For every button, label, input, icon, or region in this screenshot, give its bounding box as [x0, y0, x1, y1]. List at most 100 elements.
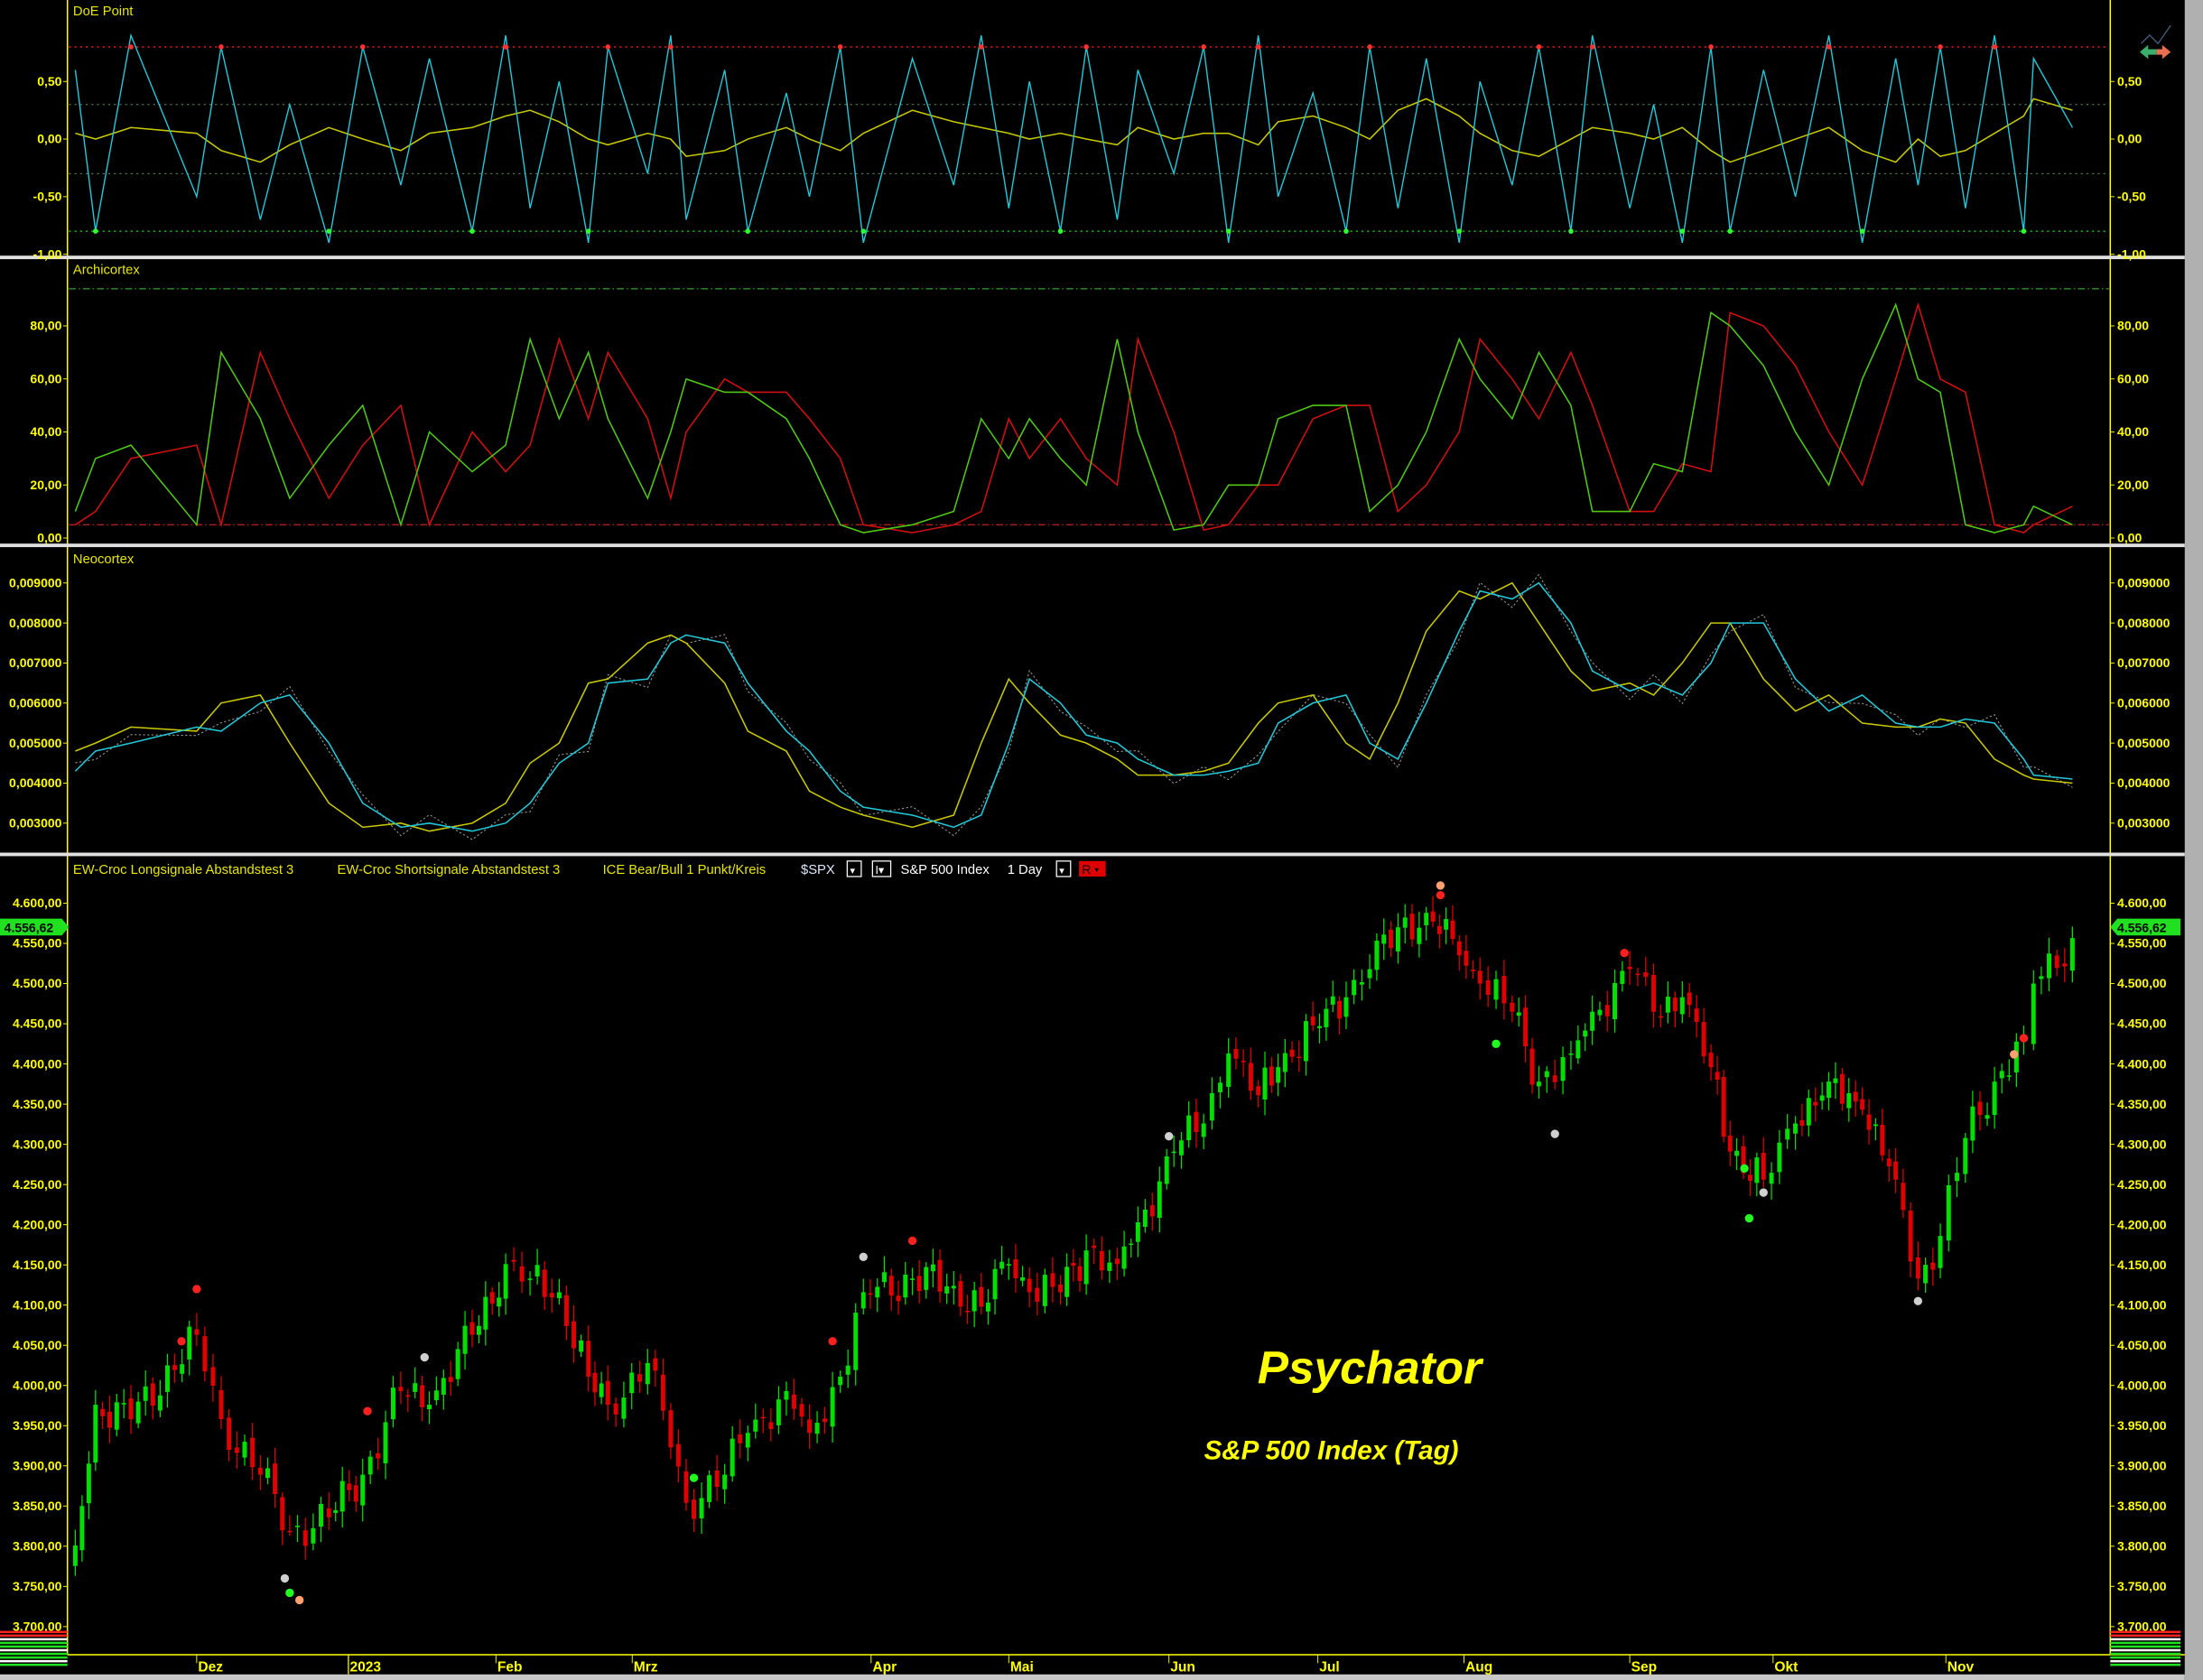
candle-up — [333, 1509, 339, 1513]
candle-down — [1269, 1066, 1274, 1086]
study-label-short[interactable]: EW-Croc Shortsignale Abstandstest 3 — [337, 863, 560, 877]
candle-up — [1262, 1067, 1268, 1100]
mini-grid-row — [2110, 1638, 2181, 1641]
candle-up — [1806, 1098, 1811, 1126]
candle-up — [903, 1274, 908, 1298]
mini-grid-row — [0, 1638, 68, 1641]
candle-down — [916, 1276, 922, 1292]
signal-dot — [503, 44, 508, 50]
candle-down — [1839, 1073, 1845, 1104]
candle-up — [930, 1264, 935, 1272]
r-button-label: R — [1082, 862, 1091, 877]
candle-down — [692, 1499, 697, 1519]
candle-down — [653, 1358, 658, 1371]
y-tick-label: -1,00 — [2117, 246, 2146, 261]
signal-dot — [668, 44, 674, 50]
candle-up — [1923, 1265, 1929, 1284]
r-button[interactable]: R ▾ — [1079, 860, 1106, 877]
signal-marker — [295, 1595, 304, 1605]
y-tick-label: 0,00 — [37, 531, 61, 545]
candle-up — [1317, 1026, 1322, 1028]
signal-marker — [420, 1352, 429, 1362]
candle-down — [218, 1389, 224, 1420]
y-tick-label: 80,00 — [2117, 319, 2149, 333]
panel-divider[interactable] — [0, 255, 2185, 260]
signal-dot — [978, 44, 984, 50]
candle-down — [1813, 1101, 1818, 1106]
candle-up — [1201, 1123, 1206, 1137]
price-tick-label: 4.600,00 — [2117, 896, 2167, 910]
mini-grid-row — [2110, 1656, 2181, 1659]
price-tick-label: 4.300,00 — [13, 1137, 62, 1151]
signal-marker — [192, 1285, 201, 1294]
candle-up — [1417, 927, 1422, 944]
candle-up — [722, 1474, 728, 1490]
status-mini-grid — [0, 1630, 68, 1666]
candle-up — [1107, 1262, 1112, 1271]
signal-dot — [359, 44, 366, 50]
interval-label[interactable]: 1 Day — [1008, 863, 1043, 877]
study-label-long[interactable]: EW-Croc Longsignale Abstandstest 3 — [73, 863, 293, 877]
candle-up — [1734, 1150, 1740, 1156]
candle-down — [1027, 1278, 1032, 1293]
candle-up — [1276, 1067, 1281, 1083]
panel-title-archicortex: Archicortex — [73, 263, 140, 277]
panel-divider[interactable] — [0, 543, 2185, 548]
signal-dot — [1589, 44, 1595, 50]
candle-down — [586, 1341, 591, 1377]
scroll-arrows-icon[interactable] — [2139, 24, 2171, 60]
candle-down — [1880, 1124, 1885, 1156]
y-tick-label: 0,00 — [2117, 132, 2142, 146]
candle-down — [257, 1467, 263, 1475]
candle-down — [234, 1447, 239, 1453]
candle-down — [1672, 998, 1678, 1012]
bar-type-dropdown[interactable]: I▾ — [871, 860, 892, 877]
bottom-scrollbar[interactable] — [0, 1674, 2185, 1680]
y-tick-label: 0,009000 — [9, 575, 62, 589]
candle-up — [319, 1503, 324, 1527]
symbol-dropdown[interactable]: ▾ — [846, 860, 862, 877]
status-mini-grid-right — [2110, 1630, 2181, 1666]
candle-down — [1256, 1086, 1261, 1096]
study-label-ice[interactable]: ICE Bear/Bull 1 Punkt/Kreis — [603, 863, 767, 877]
signal-marker — [285, 1588, 294, 1598]
price-tick-label: 4.250,00 — [13, 1177, 62, 1192]
signal-dot — [1367, 44, 1372, 50]
x-axis-label-dez: Dez — [198, 1660, 223, 1675]
interval-dropdown[interactable]: ▾ — [1055, 860, 1072, 877]
mini-grid-row — [0, 1641, 68, 1645]
mini-grid-row — [2110, 1645, 2181, 1648]
signal-dot — [1727, 228, 1734, 234]
candle-down — [1077, 1266, 1083, 1281]
candle-up — [730, 1438, 735, 1477]
chevron-down-icon: ▾ — [850, 866, 855, 877]
candle-up — [699, 1498, 704, 1518]
candle-up — [784, 1390, 789, 1400]
signal-marker — [1744, 1213, 1754, 1223]
candle-down — [1643, 972, 1649, 978]
signal-marker — [1165, 1132, 1174, 1141]
symbol-label[interactable]: $SPX — [801, 863, 835, 877]
right-scrollbar[interactable] — [2184, 0, 2203, 1680]
mini-grid-row — [0, 1663, 68, 1666]
signal-dot — [469, 228, 475, 234]
signal-dot — [1708, 44, 1714, 50]
signal-dot — [1343, 228, 1349, 234]
candle-down — [376, 1453, 381, 1459]
signal-dot — [585, 228, 591, 234]
candle-down — [1310, 1016, 1315, 1026]
mini-grid-row — [0, 1659, 68, 1663]
candle-up — [1754, 1157, 1760, 1183]
signal-marker — [1740, 1164, 1749, 1174]
signal-dot — [1201, 44, 1206, 50]
panel-divider[interactable] — [0, 852, 2185, 857]
signal-dot — [1083, 44, 1089, 50]
signal-dot — [1992, 44, 1997, 50]
y-tick-label: 0,00 — [2117, 531, 2142, 545]
candle-down — [1866, 1114, 1872, 1130]
candle-up — [882, 1272, 888, 1283]
price-tick-label: 4.000,00 — [13, 1378, 62, 1392]
candle-down — [1701, 1022, 1706, 1057]
y-tick-label: 0,006000 — [2117, 695, 2170, 710]
